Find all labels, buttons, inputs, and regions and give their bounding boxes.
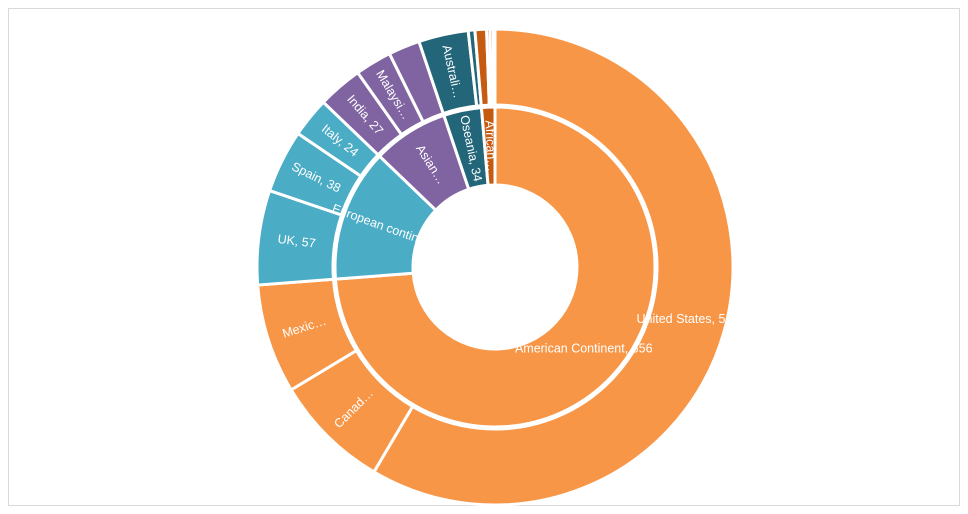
outer-segment bbox=[491, 27, 497, 107]
segment-label: African… bbox=[482, 120, 498, 172]
segment-label: United States, 520 bbox=[636, 312, 739, 326]
segment-label: UK, 57 bbox=[277, 232, 317, 251]
outer-segment bbox=[371, 27, 735, 507]
segment-label: American Continent, 656 bbox=[515, 342, 653, 356]
inner-segment bbox=[333, 105, 657, 429]
inner-segment bbox=[479, 105, 497, 187]
